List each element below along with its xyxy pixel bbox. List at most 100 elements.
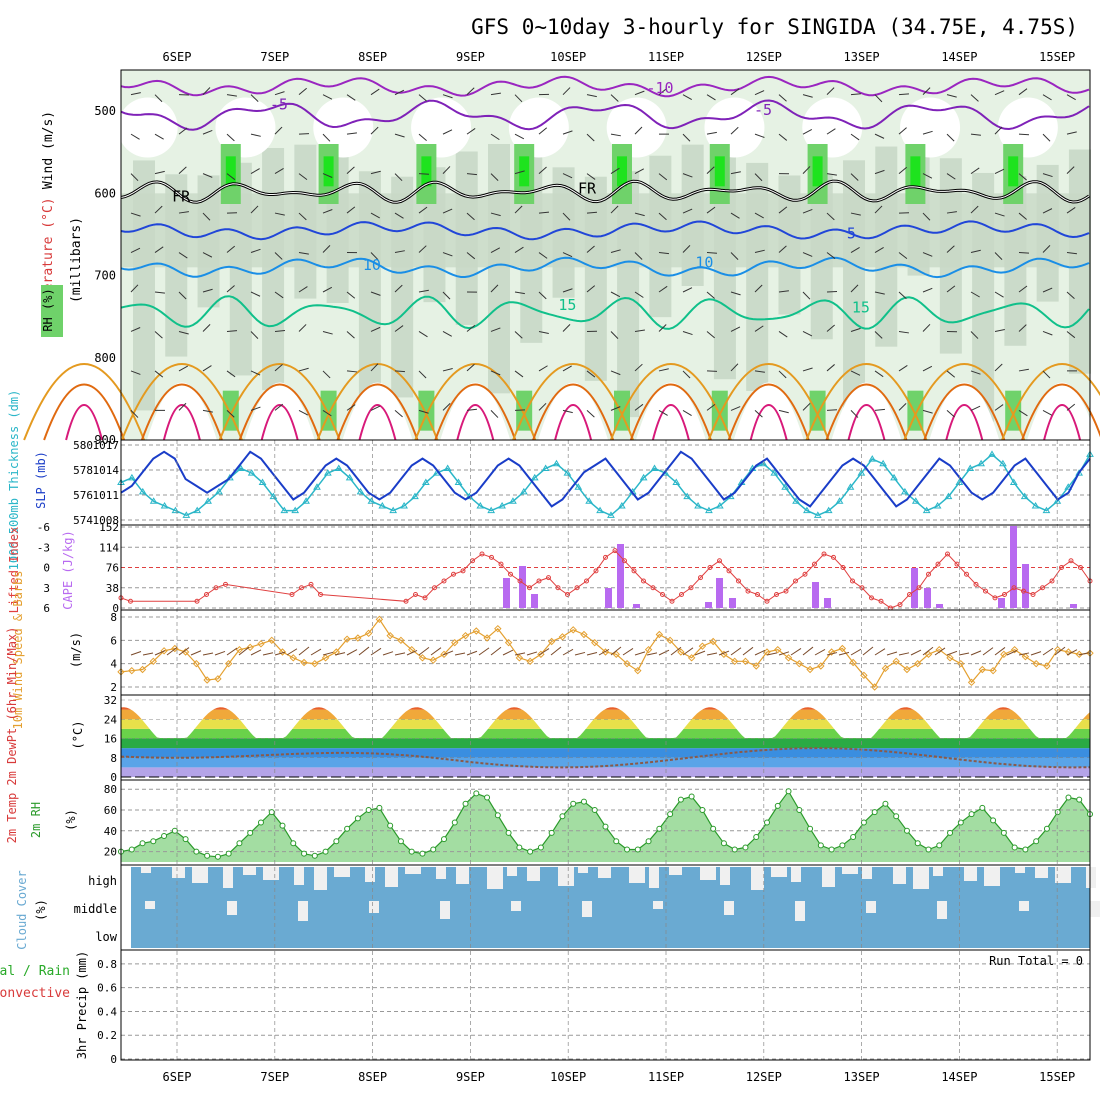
thickness-marker xyxy=(879,459,888,467)
thickness-marker xyxy=(128,473,136,481)
wind-speed-marker xyxy=(138,665,147,674)
thickness-marker xyxy=(933,501,942,509)
thickness-marker xyxy=(694,501,702,509)
rh2m-marker xyxy=(311,852,318,859)
wind-speed-marker xyxy=(300,658,308,667)
upper-wind-barb xyxy=(1018,212,1027,220)
upper-wind-barb xyxy=(682,208,693,214)
contour-warm-arch xyxy=(805,363,928,441)
lifted-index-marker xyxy=(707,565,713,570)
upper-wind-barb xyxy=(970,94,979,102)
top-date-label: 15SEP xyxy=(1039,50,1075,64)
top-date-label: 9SEP xyxy=(456,50,485,64)
wind-speed-marker xyxy=(612,650,620,659)
upper-wind-barb xyxy=(1042,330,1053,336)
mid-cloud-gap xyxy=(227,901,237,915)
upper-wind-barb xyxy=(226,173,236,181)
pressure-tick: 900 xyxy=(94,433,116,447)
rh2m-marker xyxy=(441,836,447,843)
precip-total-label: Total / Rain xyxy=(0,964,70,979)
thickness-marker xyxy=(454,478,463,485)
thickness-marker xyxy=(705,506,713,514)
rh2m-marker xyxy=(936,842,943,849)
contour-warm-arch xyxy=(434,383,517,441)
rh2m-marker xyxy=(828,846,835,853)
contour-warm-arch xyxy=(532,383,615,441)
thickness-marker xyxy=(302,497,310,504)
upper-wind-barb xyxy=(346,331,355,339)
upper-wind-barb xyxy=(970,205,979,214)
upper-wind-barb xyxy=(586,410,595,418)
upper-wind-barb xyxy=(202,288,213,293)
precip-axis-label: 3hr Precip (mm) xyxy=(75,951,89,1059)
surface-wind-barb xyxy=(226,647,238,656)
high-cloud-gap xyxy=(385,867,398,887)
mid-cloud-gap xyxy=(369,901,379,913)
upper-wind-barb xyxy=(466,127,476,135)
upper-wind-barb xyxy=(730,126,739,135)
surface-wind-barb xyxy=(490,646,502,656)
upper-wind-barb xyxy=(370,291,381,296)
wind-speed-marker xyxy=(1032,659,1040,668)
moist-core xyxy=(225,156,236,187)
upper-wind-barb xyxy=(442,291,451,300)
upper-wind-barb xyxy=(874,205,883,214)
cape-tick: 0 xyxy=(112,602,119,615)
upper-wind-barb xyxy=(154,205,163,214)
upper-wind-barb xyxy=(250,248,261,254)
rh2m-marker xyxy=(333,838,340,845)
upper-wind-barb xyxy=(730,212,740,219)
rh2m-marker xyxy=(548,829,555,836)
thickness-marker xyxy=(824,506,833,514)
surface-wind-barb xyxy=(838,651,850,656)
upper-wind-barb xyxy=(346,370,357,373)
temp-color-band xyxy=(121,738,1090,749)
upper-wind-barb xyxy=(778,206,788,214)
thickness-marker xyxy=(650,464,659,471)
upper-wind-barb xyxy=(730,88,740,96)
upper-wind-barb xyxy=(418,173,430,175)
upper-wind-barb xyxy=(442,331,452,337)
upper-wind-barb xyxy=(1042,409,1053,416)
temp-color-band xyxy=(121,757,1090,768)
high-cloud-gap xyxy=(964,867,977,881)
thickness-marker xyxy=(258,478,267,485)
upper-wind-barb xyxy=(226,370,236,378)
rh2m-unit-label: (%) xyxy=(64,809,78,831)
surface-wind-barb xyxy=(406,649,418,656)
upper-wind-barb xyxy=(538,402,547,411)
thickness-marker xyxy=(476,501,485,509)
upper-wind-barb xyxy=(682,330,693,336)
lifted-index-marker xyxy=(736,578,741,584)
upper-wind-barb xyxy=(418,331,428,338)
upper-wind-barb xyxy=(802,208,813,214)
upper-wind-barb xyxy=(922,323,931,332)
upper-wind-barb xyxy=(250,331,259,339)
lifted-index-marker xyxy=(992,595,998,601)
upper-wind-barb xyxy=(610,406,621,411)
rh2m-marker xyxy=(968,811,975,818)
bottom-date-label: 7SEP xyxy=(260,1070,289,1084)
high-cloud-gap xyxy=(984,867,1000,886)
wind-speed-marker xyxy=(623,659,631,668)
lifted-index-marker xyxy=(973,581,979,587)
surface-wind-barb xyxy=(346,649,358,656)
rh2m-marker xyxy=(419,850,426,857)
surface-wind-barb xyxy=(778,651,790,656)
run-total-label: Run Total = 0 xyxy=(989,954,1083,968)
upper-wind-barb xyxy=(1018,368,1029,372)
rh2m-marker xyxy=(559,813,566,820)
upper-wind-barb xyxy=(226,285,235,293)
upper-wind-barb xyxy=(346,404,356,411)
wind-speed-marker xyxy=(1010,645,1019,654)
slp-tick: 1011 xyxy=(93,489,120,502)
upper-wind-barb xyxy=(154,331,163,339)
thickness-marker xyxy=(835,497,844,504)
surface-wind-barb xyxy=(466,650,478,656)
upper-wind-barb xyxy=(1018,252,1030,254)
surface-wind-barb xyxy=(586,652,598,656)
lifted-index-marker xyxy=(1011,585,1017,591)
contour-warm-arch xyxy=(358,404,397,441)
contour-warm-arch xyxy=(140,383,223,441)
upper-wind-barb xyxy=(826,212,835,221)
